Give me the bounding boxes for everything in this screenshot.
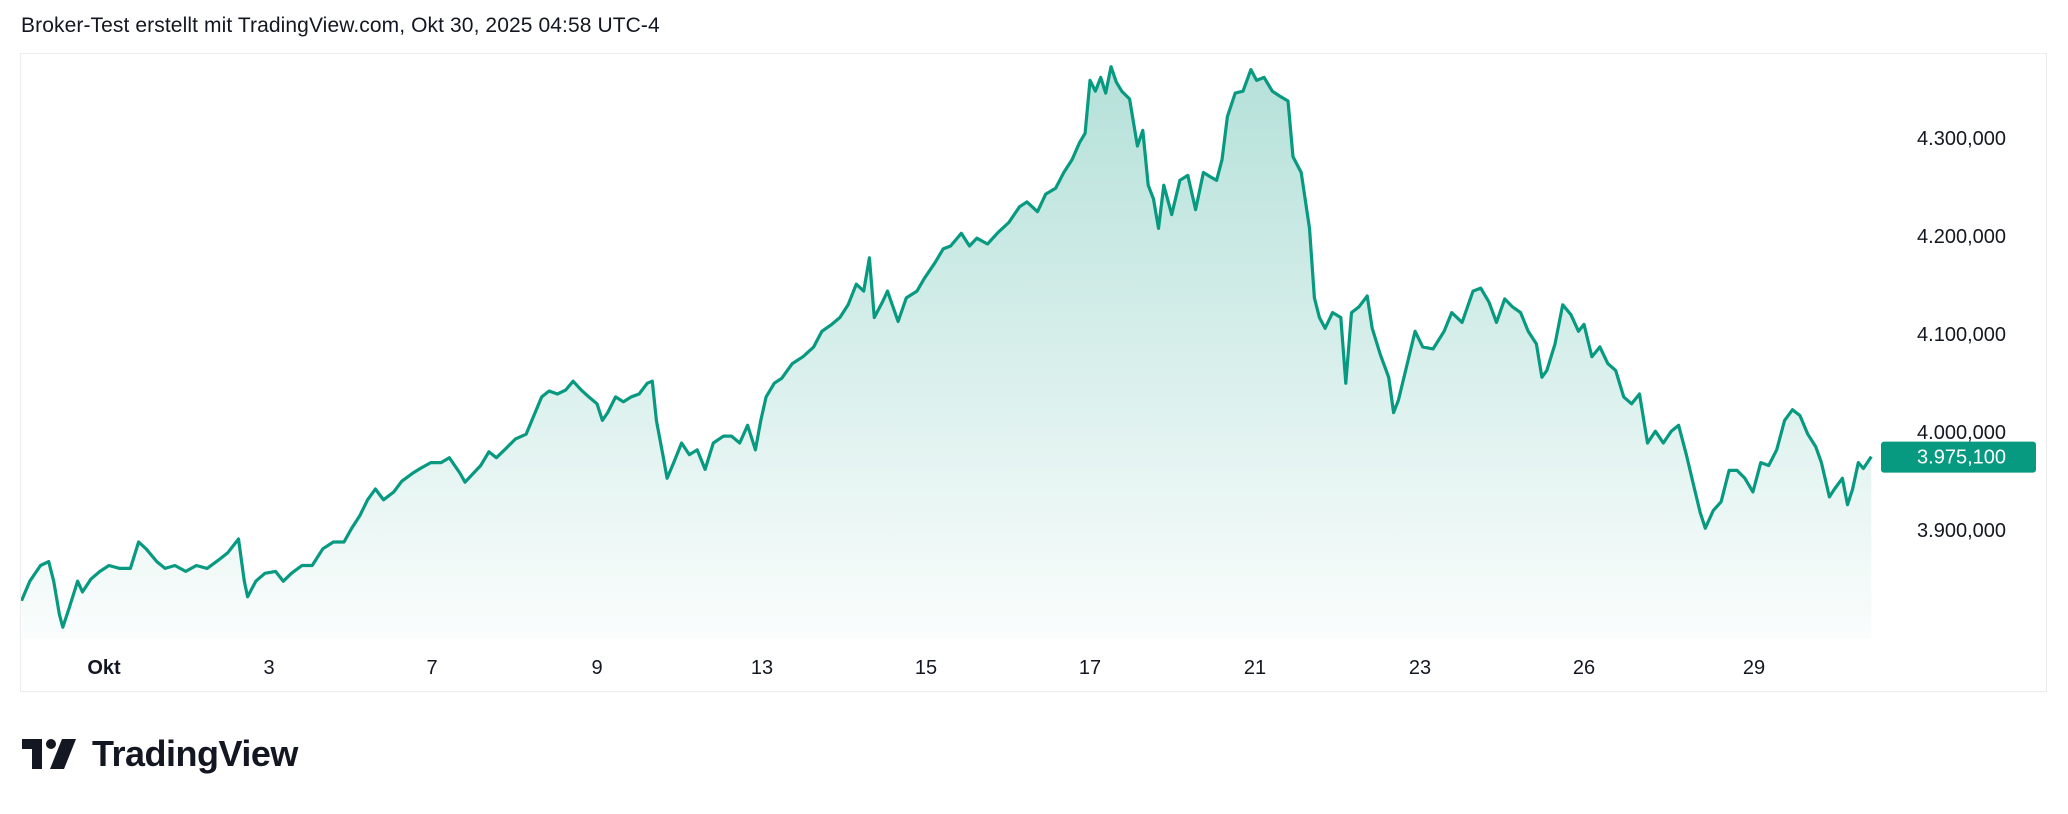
time-axis-label: Okt [87,657,121,679]
time-axis-label: 3 [263,657,274,679]
time-axis-label: 15 [915,657,937,679]
time-axis-label: 13 [751,657,773,679]
time-axis-label: 7 [426,657,437,679]
tradingview-logo-icon [22,739,76,769]
tradingview-logo-text: TradingView [92,733,298,774]
price-axis-label: 4.000,000 [1917,422,2006,444]
last-price-badge: 3.975,100 [1881,441,2036,473]
time-axis-label: 26 [1573,657,1595,679]
price-axis-label: 3.900,000 [1917,520,2006,542]
time-axis-label: 9 [591,657,602,679]
time-axis-label: 23 [1409,657,1431,679]
price-axis-label: 4.300,000 [1917,128,2006,150]
tradingview-logo[interactable]: TradingView [22,733,298,775]
price-area-fill [21,66,1872,639]
time-axis-label: 17 [1079,657,1101,679]
price-axis[interactable]: 3.900,000 4.000,000 4.100,000 4.200,000 4.30… [1917,128,2006,542]
time-axis-label: 21 [1244,657,1266,679]
last-price-label: 3.975,100 [1917,447,2006,469]
chart-frame: 3.900,000 4.000,000 4.100,000 4.200,000 4.30… [20,53,2047,692]
price-chart[interactable]: 3.900,000 4.000,000 4.100,000 4.200,000 4.30… [21,54,2048,693]
price-axis-label: 4.200,000 [1917,226,2006,248]
chart-header-title: Broker-Test erstellt mit TradingView.com… [21,14,660,37]
price-axis-label: 4.100,000 [1917,324,2006,346]
price-line [21,65,1873,629]
time-axis[interactable]: Okt 3 7 9 13 15 17 21 23 26 29 [87,657,1765,679]
time-axis-label: 29 [1743,657,1765,679]
